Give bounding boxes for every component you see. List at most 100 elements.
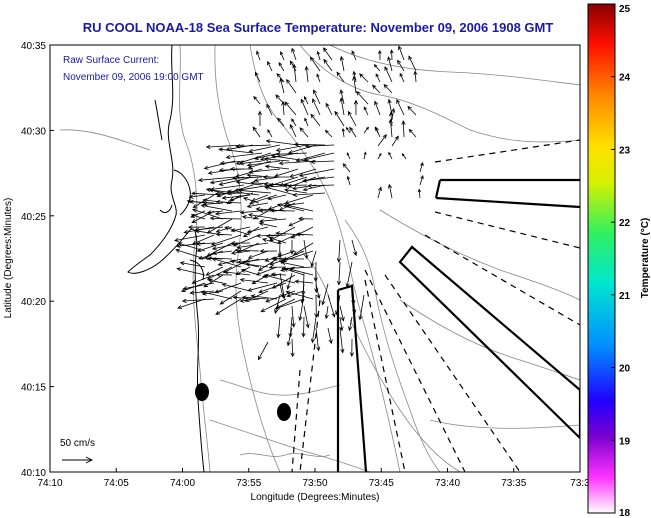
current-vector xyxy=(249,194,278,205)
current-vector xyxy=(315,327,321,352)
current-vector xyxy=(307,183,335,188)
scale-label: 50 cm/s xyxy=(60,438,95,449)
current-vector xyxy=(294,279,314,284)
current-vector xyxy=(374,100,381,116)
current-vector xyxy=(266,103,273,116)
current-vector xyxy=(259,152,299,162)
current-vector xyxy=(327,327,333,345)
x-tick-label: 73:45 xyxy=(369,478,394,489)
current-vector xyxy=(398,45,405,61)
current-vector xyxy=(258,258,278,272)
current-vector xyxy=(383,83,393,94)
colorbar-tick-label: 19 xyxy=(619,436,631,447)
current-vector xyxy=(301,316,306,338)
current-vector xyxy=(223,270,251,276)
current-vector xyxy=(204,255,233,261)
current-vector xyxy=(388,118,393,138)
current-vector xyxy=(345,261,353,289)
current-vector xyxy=(359,73,369,83)
current-vector xyxy=(215,298,242,315)
current-vector xyxy=(264,164,290,170)
current-vector xyxy=(342,163,351,173)
current-vector xyxy=(200,290,233,300)
current-vector xyxy=(239,160,263,166)
current-vector xyxy=(258,282,287,294)
y-axis-label: Latitude (Degrees:Minutes) xyxy=(3,198,14,319)
current-vector xyxy=(310,250,317,268)
current-vector xyxy=(190,213,206,220)
colorbar-tick-label: 24 xyxy=(619,73,631,84)
x-axis-label: Longitude (Degrees:Minutes) xyxy=(251,492,380,503)
current-vector xyxy=(298,216,314,221)
site-marker-2 xyxy=(277,403,291,421)
current-vector xyxy=(232,175,263,181)
current-vector xyxy=(408,128,417,138)
coastline xyxy=(127,45,205,472)
current-vector xyxy=(309,56,321,72)
current-vector xyxy=(391,135,399,147)
scale-arrow xyxy=(62,456,94,464)
current-vector xyxy=(177,242,206,252)
current-vector xyxy=(246,226,269,234)
current-vector xyxy=(276,316,281,339)
x-tick-label: 73:40 xyxy=(435,478,460,489)
current-vector xyxy=(268,236,287,244)
current-vector xyxy=(298,294,305,322)
current-vector xyxy=(250,294,278,300)
current-vector xyxy=(257,341,269,361)
y-tick-label: 40:15 xyxy=(21,383,46,394)
current-vector xyxy=(321,283,329,306)
current-vector xyxy=(237,188,272,194)
current-vector xyxy=(232,295,251,300)
current-vector xyxy=(391,107,396,121)
current-vector xyxy=(219,160,245,166)
current-vector xyxy=(286,78,297,94)
current-vector xyxy=(363,106,369,116)
current-vector xyxy=(262,174,290,180)
current-vector xyxy=(313,89,321,105)
current-vector xyxy=(295,232,314,237)
current-vector xyxy=(282,183,308,188)
current-vector xyxy=(315,283,321,300)
current-vector xyxy=(187,225,206,230)
plot-area xyxy=(50,45,580,472)
current-vector xyxy=(244,262,269,268)
current-vector xyxy=(339,316,344,332)
current-vector xyxy=(263,157,290,162)
current-vector xyxy=(373,64,381,72)
current-vector xyxy=(289,168,317,178)
current-vector xyxy=(217,258,242,267)
current-vector xyxy=(225,152,263,160)
current-vector xyxy=(396,98,405,116)
current-vector xyxy=(246,160,281,167)
current-vector xyxy=(339,97,345,116)
current-vector xyxy=(387,98,393,116)
annotation-line-1: Raw Surface Current: xyxy=(63,55,159,66)
current-vector xyxy=(200,203,233,212)
current-vector xyxy=(291,305,296,328)
current-vector xyxy=(226,189,260,196)
current-vector xyxy=(215,232,233,237)
current-vector xyxy=(255,266,278,276)
current-vector xyxy=(351,50,357,61)
current-vector xyxy=(248,168,281,174)
current-vector xyxy=(270,272,287,277)
current-vector xyxy=(358,294,365,321)
current-vector xyxy=(356,90,369,105)
current-vector xyxy=(339,89,345,105)
current-vector xyxy=(352,75,357,94)
current-vector xyxy=(276,73,285,83)
current-vector xyxy=(256,50,261,61)
current-vector xyxy=(285,290,314,300)
current-vector xyxy=(408,55,417,72)
current-vector xyxy=(303,305,310,329)
map-title: RU COOL NOAA-18 Sea Surface Temperature:… xyxy=(83,20,554,35)
colorbar-tick-label: 23 xyxy=(619,145,631,156)
current-vector xyxy=(239,210,260,215)
current-vector xyxy=(322,47,333,61)
current-vector xyxy=(191,208,224,220)
current-vector xyxy=(377,152,382,160)
current-vector xyxy=(304,117,309,127)
current-vector xyxy=(198,250,224,260)
y-tick-label: 40:10 xyxy=(21,468,46,479)
